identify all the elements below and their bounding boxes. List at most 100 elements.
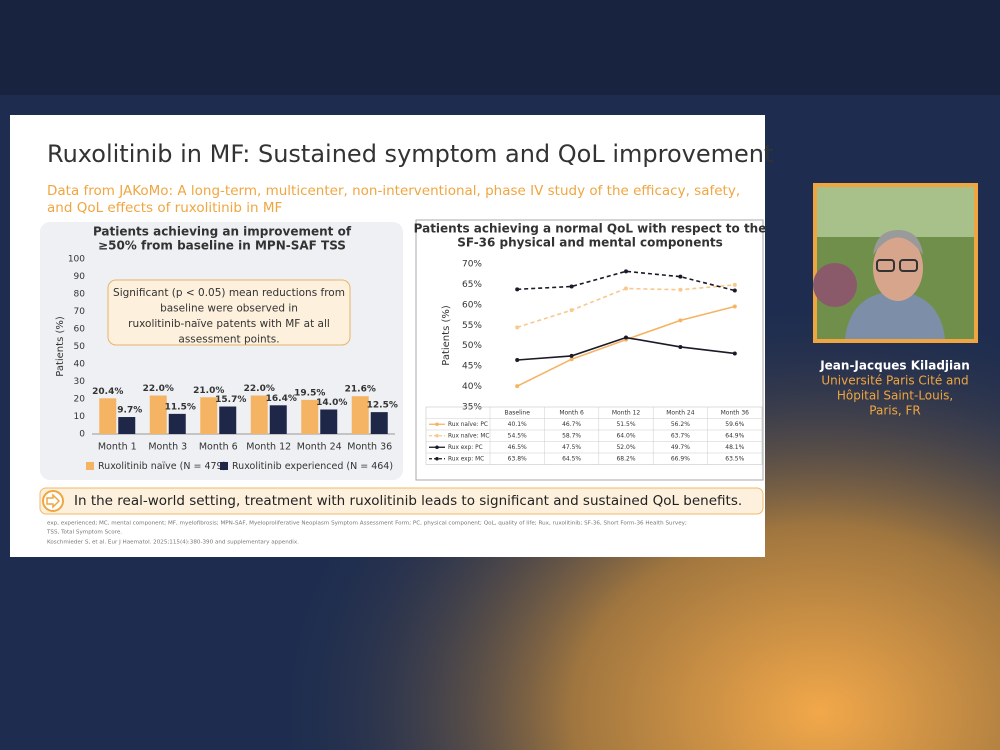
speaker-photo [813, 183, 978, 343]
legend-marker [435, 456, 439, 461]
slide-title: Ruxolitinib in MF: Sustained symptom and… [47, 140, 773, 168]
chart-title: ≥50% from baseline in MPN-SAF TSS [98, 239, 346, 253]
legend-label: Ruxolitinib naïve (N = 479) [98, 461, 226, 472]
table-cell: 59.6% [725, 421, 744, 428]
speaker-affiliation: Hôpital Saint-Louis, [837, 389, 953, 403]
table-header: Month 12 [612, 409, 641, 416]
table-header: Month 36 [721, 409, 750, 416]
point [569, 353, 574, 358]
table [425, 406, 763, 465]
bar [301, 399, 319, 434]
chart-title: SF-36 physical and mental components [457, 236, 723, 250]
y-tick-label: 0 [79, 430, 85, 440]
point [678, 318, 683, 323]
y-tick-label: 90 [74, 272, 86, 282]
point [678, 287, 683, 292]
chart-title: Patients achieving an improvement of [93, 225, 352, 239]
point [732, 288, 737, 293]
point [569, 284, 574, 289]
table-cell: 49.7% [671, 444, 690, 451]
point [732, 351, 737, 356]
table-cell: 64.9% [725, 432, 744, 439]
annotation: ruxolitinib-naïve patents with MF at all [128, 318, 330, 330]
legend-swatch [220, 462, 228, 470]
value-label: 22.0% [244, 384, 275, 394]
y-tick-label: 80 [74, 290, 86, 300]
chart-title: Patients achieving a normal QoL with res… [414, 222, 767, 236]
bar [99, 398, 117, 434]
x-tick-label: Month 36 [347, 442, 392, 453]
bar [351, 396, 369, 434]
y-axis-label: Patients (%) [55, 316, 66, 377]
table-cell: 47.5% [562, 444, 581, 451]
footnote: Koschmieder S, et al. Eur J Haematol. 20… [47, 540, 299, 546]
value-label: 14.0% [316, 398, 347, 408]
footnote: TSS, Total Symptom Score. [46, 530, 122, 536]
point [569, 357, 574, 362]
y-tick-label: 50% [462, 341, 482, 351]
table-cell: 68.2% [616, 455, 635, 462]
value-label: 19.5% [294, 388, 325, 398]
annotation: assessment points. [178, 334, 279, 346]
top-band [0, 0, 1000, 95]
point [732, 282, 737, 287]
y-tick-label: 35% [462, 403, 482, 413]
conclusion-arrow [46, 493, 61, 509]
table-cell: 40.1% [508, 421, 527, 428]
point [624, 269, 628, 274]
conclusion: In the real-world setting, treatment wit… [74, 493, 742, 509]
y-tick-label: 70% [462, 260, 482, 270]
legend-label: Rux exp: PC [448, 445, 483, 451]
line [517, 270, 735, 292]
table-cell: 64.5% [562, 455, 581, 462]
value-label: 16.4% [266, 394, 297, 404]
value-label: 15.7% [215, 395, 246, 405]
legend-marker [435, 445, 439, 450]
point [515, 287, 520, 292]
slide-subtitle: Data from JAKoMo: A long-term, multicent… [47, 183, 740, 199]
bar [118, 417, 136, 434]
point [515, 384, 520, 389]
legend-swatch [86, 462, 94, 470]
y-tick-label: 10 [74, 412, 86, 422]
value-label: 9.7% [117, 406, 142, 416]
footnote: exp, experienced; MC, mental component; … [47, 521, 687, 527]
y-axis-label: Patients (%) [441, 305, 452, 366]
value-label: 21.6% [345, 385, 376, 395]
y-tick-label: 40 [74, 360, 86, 370]
point [515, 325, 520, 330]
point [515, 358, 520, 363]
bar [269, 405, 287, 434]
table-cell: 64.0% [616, 432, 635, 439]
point [732, 304, 737, 309]
y-tick-label: 30 [74, 377, 86, 387]
x-tick-label: Month 6 [199, 442, 238, 453]
y-tick-label: 20 [74, 395, 86, 405]
table-cell: 63.5% [725, 455, 744, 462]
y-tick-label: 55% [462, 321, 482, 331]
table-cell: 56.2% [671, 421, 690, 428]
bar [219, 406, 237, 434]
speaker-affiliation: Université Paris Cité and [821, 374, 968, 388]
annotation: baseline were observed in [160, 303, 298, 315]
legend-label: Rux naïve: MC [448, 433, 489, 439]
table-cell: 54.5% [508, 432, 527, 439]
y-tick-label: 45% [462, 362, 482, 372]
table-cell: 46.5% [508, 444, 527, 451]
legend-label: Rux exp: MC [448, 456, 484, 462]
table-header: Baseline [504, 409, 530, 416]
x-tick-label: Month 12 [246, 442, 291, 453]
table-cell: 63.8% [508, 455, 527, 462]
table-cell: 58.7% [562, 432, 581, 439]
table-header: Month 6 [559, 409, 584, 416]
table-header: Month 24 [666, 409, 695, 416]
speaker-name: Jean-Jacques Kiladjian [819, 359, 970, 373]
y-tick-label: 40% [462, 382, 482, 392]
value-label: 12.5% [367, 401, 398, 411]
legend-marker [435, 433, 439, 438]
conclusion-box [39, 487, 764, 515]
x-tick-label: Month 1 [98, 442, 137, 453]
point [678, 274, 683, 279]
